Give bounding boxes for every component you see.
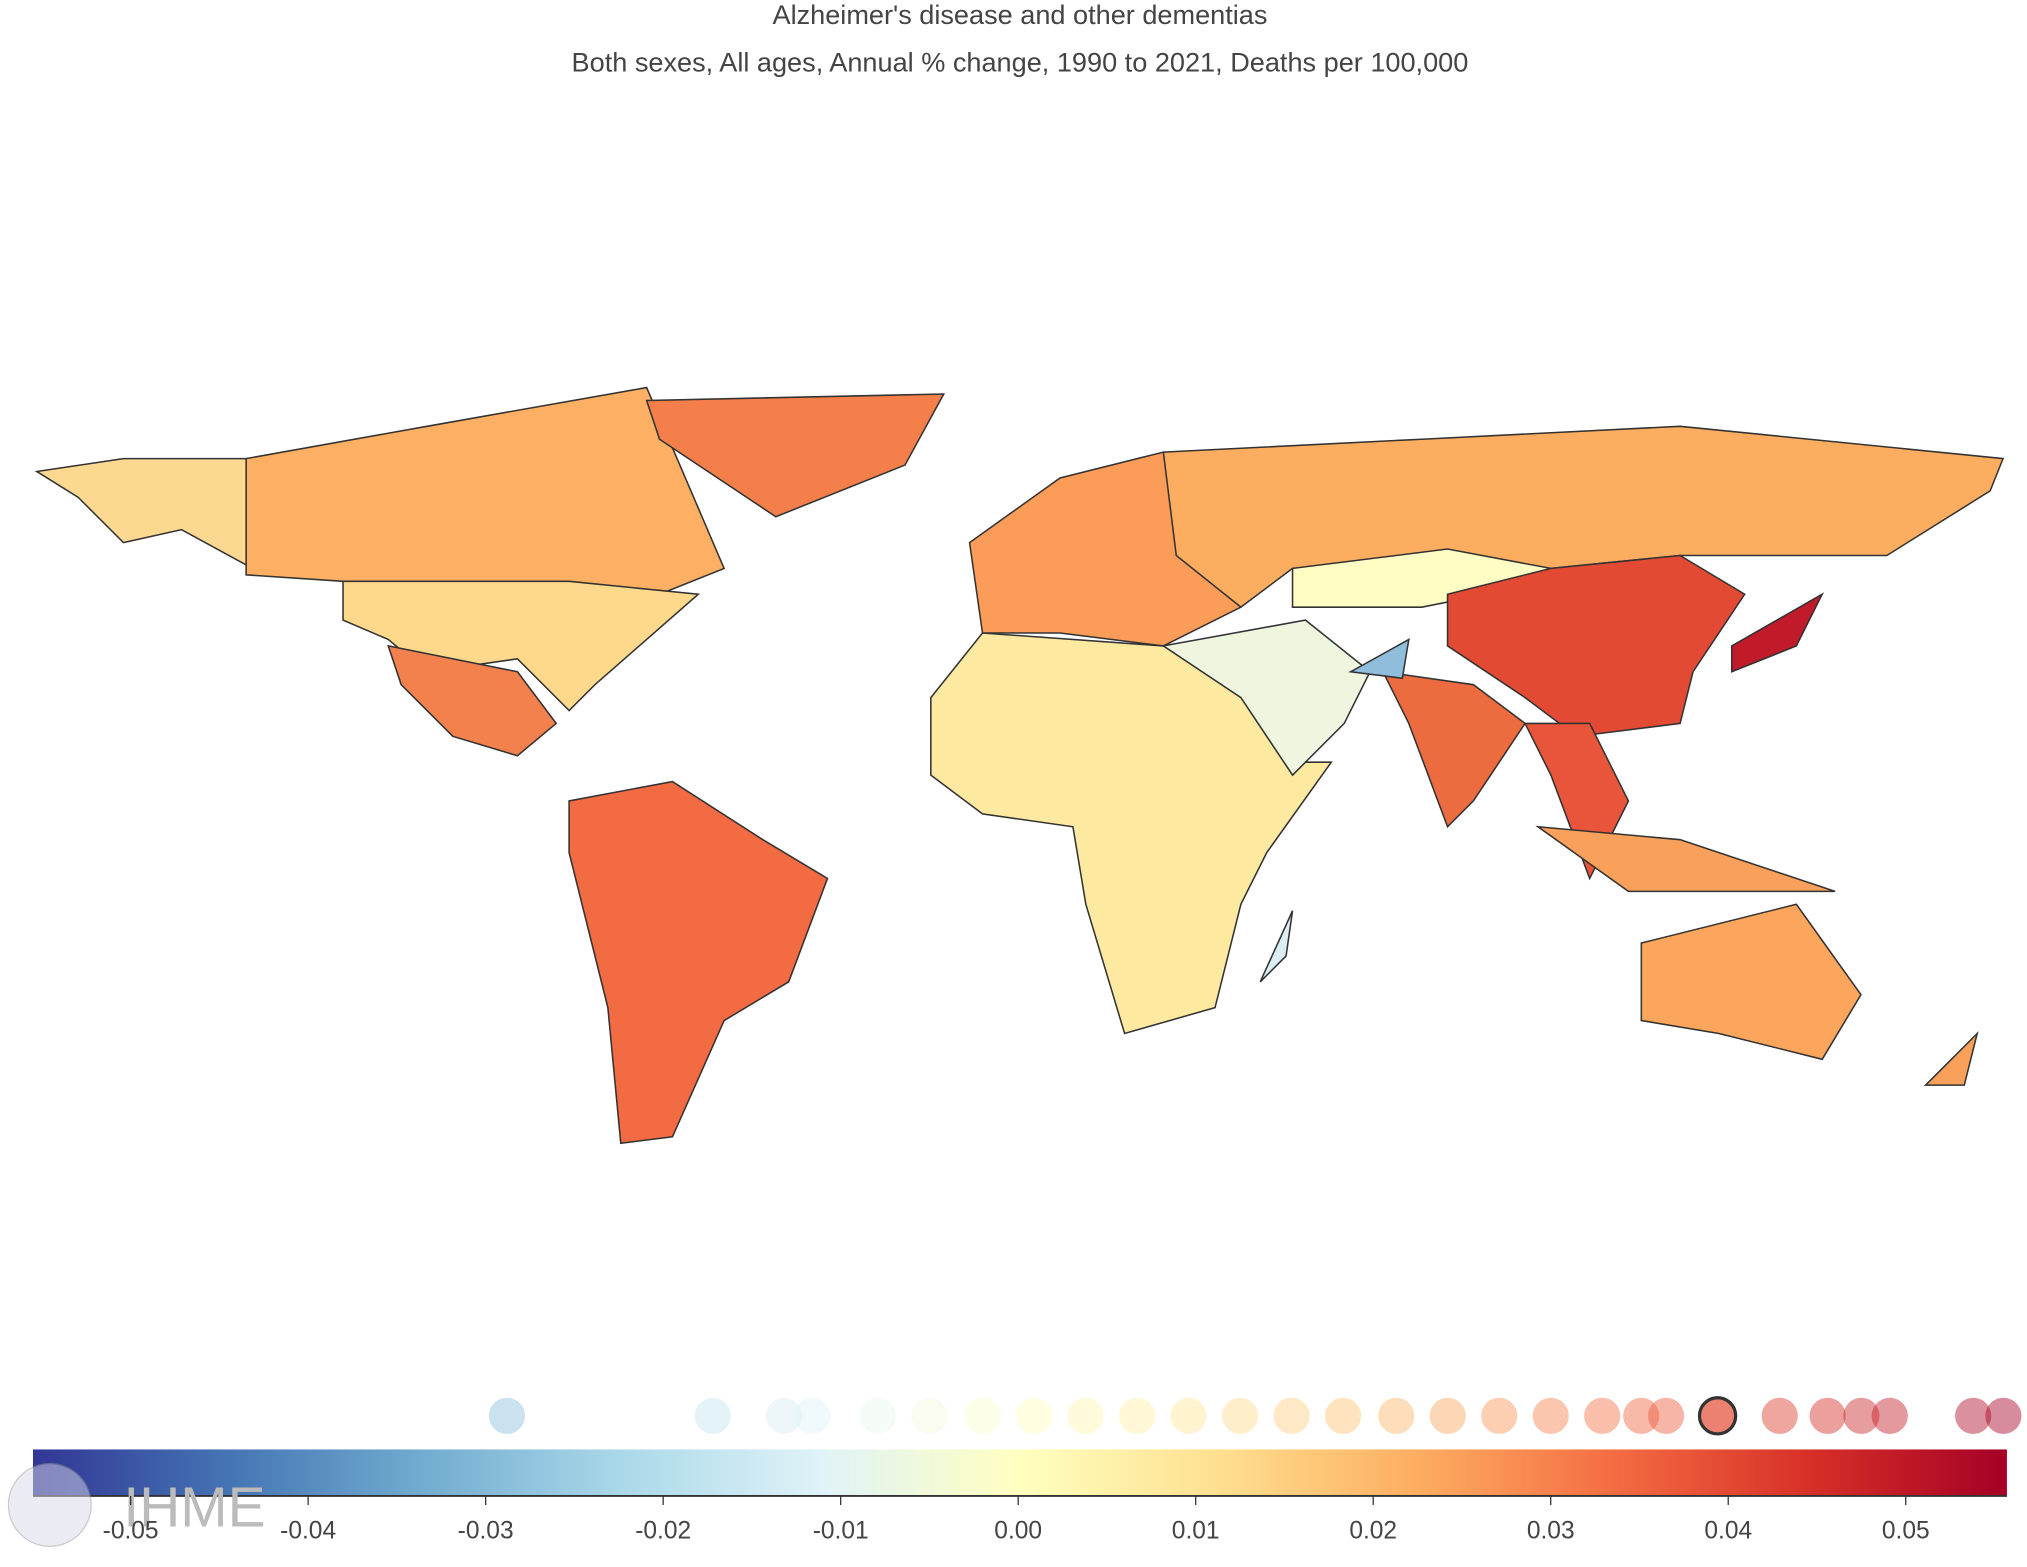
- value-dot: [1429, 1397, 1466, 1434]
- value-dot: [1955, 1397, 1992, 1434]
- value-dot: [1985, 1397, 2022, 1434]
- value-dot: [1584, 1397, 1621, 1434]
- x-tick-label: 0.02: [1349, 1518, 1397, 1545]
- value-dot: [1481, 1397, 1518, 1434]
- country: [34, 457, 254, 570]
- value-dot: [488, 1397, 526, 1434]
- country: [387, 644, 558, 757]
- value-dot: [1378, 1397, 1415, 1434]
- country: [1161, 619, 1372, 777]
- value-dot: [1809, 1397, 1846, 1434]
- country: [1535, 825, 1836, 893]
- logo-mark: [7, 1463, 92, 1547]
- world-map: [34, 386, 2005, 1145]
- value-dot: [1170, 1397, 1207, 1434]
- country: [1640, 903, 1862, 1061]
- value-dot: [1532, 1397, 1569, 1434]
- country: [245, 386, 726, 608]
- country: [645, 393, 946, 518]
- logo: IHME: [123, 1476, 265, 1539]
- value-dot: [694, 1397, 731, 1434]
- chart-subtitle: Both sexes, All ages, Annual % change, 1…: [572, 47, 1469, 78]
- x-tick-label: 0.01: [1172, 1518, 1220, 1545]
- value-dot: [964, 1397, 1001, 1434]
- x-tick-label: 0.00: [994, 1518, 1042, 1545]
- chart-title: Alzheimer's disease and other dementias: [772, 0, 1267, 30]
- country: [1259, 910, 1294, 983]
- country: [1446, 554, 1746, 738]
- value-dot: [1761, 1397, 1798, 1434]
- value-dot: [1843, 1397, 1880, 1434]
- x-tick-label: -0.03: [458, 1518, 514, 1545]
- value-dot: [1697, 1396, 1738, 1436]
- x-tick-label: -0.04: [280, 1518, 336, 1545]
- x-tick-label: -0.01: [813, 1518, 869, 1545]
- x-tick-label: -0.02: [635, 1518, 691, 1545]
- value-dot: [1871, 1397, 1908, 1434]
- country: [568, 780, 829, 1145]
- value-dot: [911, 1397, 948, 1434]
- x-tick-label: 0.03: [1527, 1518, 1575, 1545]
- colorbar: [32, 1449, 2007, 1496]
- x-tick-label: -0.05: [103, 1518, 159, 1545]
- value-dot: [1119, 1397, 1156, 1434]
- value-dot: [859, 1397, 897, 1434]
- country: [1381, 670, 1527, 829]
- country: [1730, 592, 1825, 673]
- value-dot: [1324, 1397, 1362, 1434]
- value-dot: [1273, 1397, 1310, 1434]
- value-dot: [794, 1397, 831, 1434]
- x-tick-label: 0.05: [1882, 1518, 1930, 1545]
- value-dot: [1221, 1397, 1259, 1434]
- country: [1923, 1030, 1979, 1086]
- value-dot: [1016, 1397, 1053, 1434]
- country: [1348, 638, 1410, 680]
- x-tick-label: 0.04: [1704, 1518, 1752, 1545]
- value-dot: [1648, 1397, 1685, 1434]
- country: [342, 580, 701, 712]
- value-dot: [1623, 1397, 1660, 1434]
- value-dot: [1067, 1397, 1104, 1434]
- value-dot: [765, 1397, 802, 1434]
